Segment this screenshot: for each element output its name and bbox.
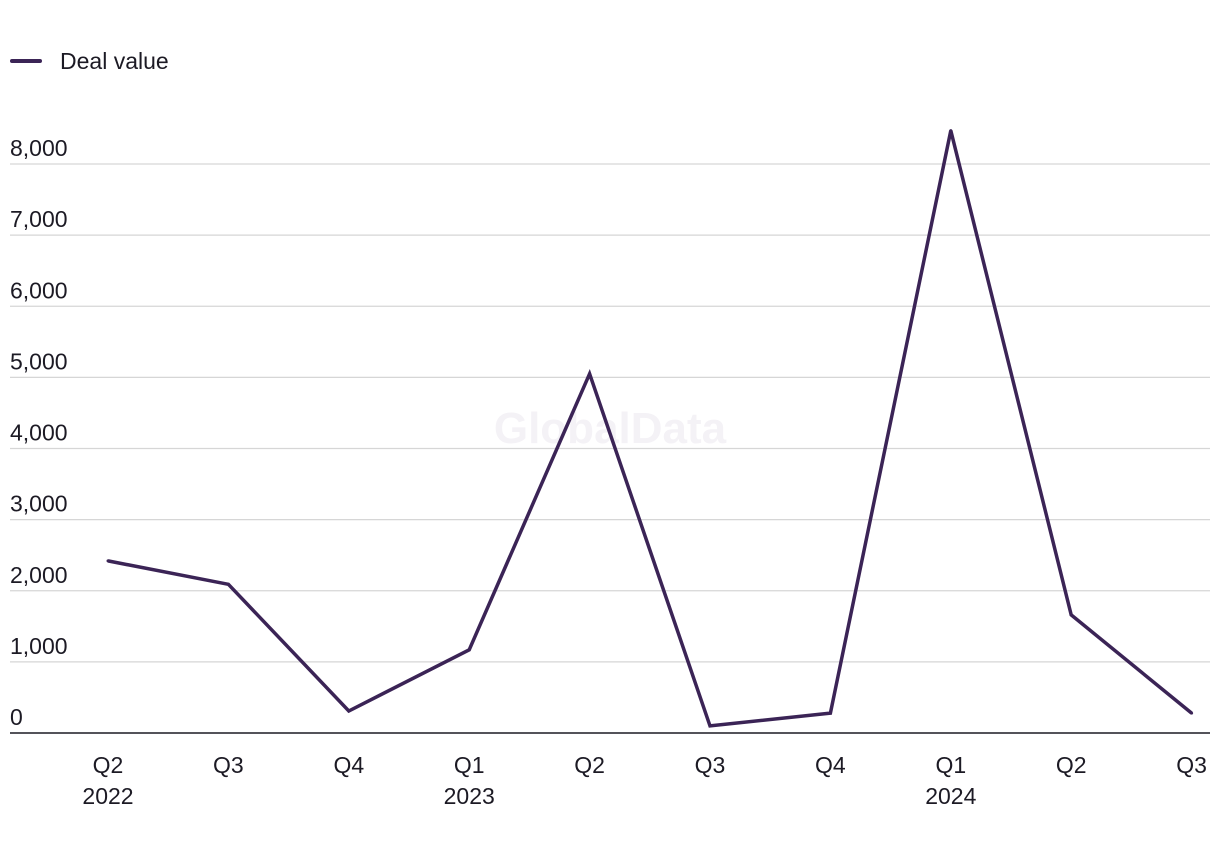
legend: Deal value: [10, 46, 169, 76]
x-tick-label: Q3: [1176, 752, 1207, 778]
y-tick-label: 0: [10, 704, 23, 730]
data-point: [588, 372, 592, 376]
legend-label: Deal value: [60, 47, 169, 74]
watermark: GlobalData: [494, 404, 727, 453]
y-tick-label: 5,000: [10, 348, 68, 374]
x-tick-year-label: 2022: [82, 783, 133, 809]
x-tick-label: Q2: [574, 752, 605, 778]
y-tick-label: 3,000: [10, 491, 68, 517]
data-point: [467, 648, 471, 652]
x-tick-label: Q4: [333, 752, 364, 778]
legend-swatch: [10, 59, 42, 63]
y-tick-label: 4,000: [10, 420, 68, 446]
y-tick-label: 6,000: [10, 277, 68, 303]
x-tick-label: Q3: [213, 752, 244, 778]
y-tick-label: 2,000: [10, 562, 68, 588]
data-points: [106, 129, 1194, 728]
data-point: [106, 559, 110, 563]
y-axis-ticks: 0 1,000 2,000 3,000 4,000 5,000 6,000 7,000 8,00…: [10, 135, 68, 730]
x-tick-label: Q1: [935, 752, 966, 778]
x-tick-label: Q2: [1056, 752, 1087, 778]
series-line-deal-value: [107, 130, 1193, 728]
data-point: [1190, 711, 1194, 715]
x-tick-year-label: 2024: [925, 783, 976, 809]
x-tick-year-label: 2023: [444, 783, 495, 809]
data-point: [1069, 613, 1073, 617]
y-tick-label: 7,000: [10, 206, 68, 232]
data-point: [828, 711, 832, 715]
data-point: [949, 129, 953, 133]
data-point: [226, 582, 230, 586]
x-axis-ticks: Q2 2022 Q3 Q4 Q1 2023 Q2 Q3 Q4 Q1 2024 Q2 Q3: [82, 752, 1207, 809]
data-point: [347, 709, 351, 713]
x-tick-label: Q2: [93, 752, 124, 778]
y-tick-label: 8,000: [10, 135, 68, 161]
x-tick-label: Q3: [695, 752, 726, 778]
gridlines: [10, 163, 1210, 663]
x-tick-label: Q1: [454, 752, 485, 778]
x-tick-label: Q4: [815, 752, 846, 778]
y-tick-label: 1,000: [10, 633, 68, 659]
data-point: [708, 724, 712, 728]
